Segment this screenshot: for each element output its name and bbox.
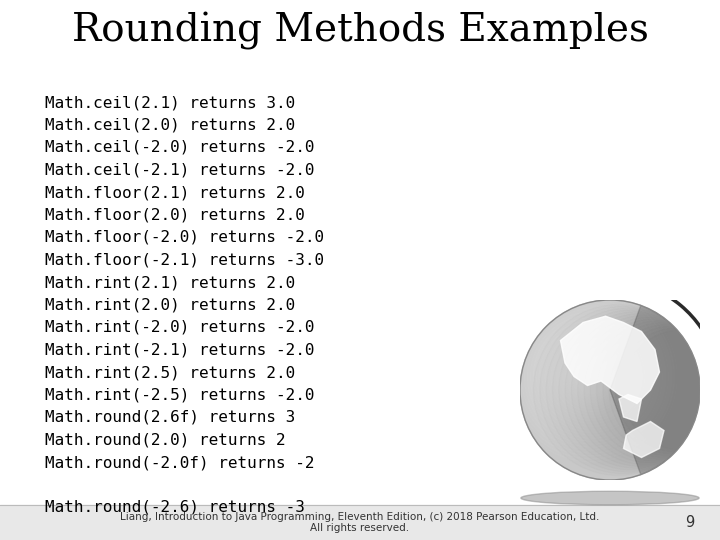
Text: Math.floor(2.1) returns 2.0: Math.floor(2.1) returns 2.0 <box>45 185 305 200</box>
Text: Math.rint(-2.5) returns -2.0: Math.rint(-2.5) returns -2.0 <box>45 388 315 402</box>
Text: 9: 9 <box>685 515 695 530</box>
Text: Liang, Introduction to Java Programming, Eleventh Edition, (c) 2018 Pearson Educ: Liang, Introduction to Java Programming,… <box>120 512 600 534</box>
Text: Math.round(-2.6) returns -3: Math.round(-2.6) returns -3 <box>45 500 305 515</box>
Text: Math.floor(2.0) returns 2.0: Math.floor(2.0) returns 2.0 <box>45 207 305 222</box>
Text: Math.rint(2.0) returns 2.0: Math.rint(2.0) returns 2.0 <box>45 298 295 313</box>
Text: Math.ceil(-2.0) returns -2.0: Math.ceil(-2.0) returns -2.0 <box>45 140 315 155</box>
Bar <box>0 505 720 540</box>
Circle shape <box>520 300 700 480</box>
Text: Math.floor(-2.1) returns -3.0: Math.floor(-2.1) returns -3.0 <box>45 253 324 267</box>
Text: Math.ceil(-2.1) returns -2.0: Math.ceil(-2.1) returns -2.0 <box>45 163 315 178</box>
Ellipse shape <box>521 491 699 505</box>
Text: Math.rint(-2.0) returns -2.0: Math.rint(-2.0) returns -2.0 <box>45 320 315 335</box>
Polygon shape <box>619 395 642 422</box>
Text: Math.rint(2.1) returns 2.0: Math.rint(2.1) returns 2.0 <box>45 275 295 290</box>
Text: Math.round(-2.0f) returns -2: Math.round(-2.0f) returns -2 <box>45 455 315 470</box>
Text: Math.floor(-2.0) returns -2.0: Math.floor(-2.0) returns -2.0 <box>45 230 324 245</box>
Polygon shape <box>560 316 660 403</box>
Text: Math.ceil(2.1) returns 3.0: Math.ceil(2.1) returns 3.0 <box>45 95 295 110</box>
Text: Math.rint(-2.1) returns -2.0: Math.rint(-2.1) returns -2.0 <box>45 342 315 357</box>
Text: Math.round(2.6f) returns 3: Math.round(2.6f) returns 3 <box>45 410 295 425</box>
Polygon shape <box>624 422 664 457</box>
Text: Math.round(2.0) returns 2: Math.round(2.0) returns 2 <box>45 433 286 448</box>
Text: Math.rint(2.5) returns 2.0: Math.rint(2.5) returns 2.0 <box>45 365 295 380</box>
Wedge shape <box>610 306 700 475</box>
Text: Math.ceil(2.0) returns 2.0: Math.ceil(2.0) returns 2.0 <box>45 118 295 132</box>
Text: Rounding Methods Examples: Rounding Methods Examples <box>71 12 649 50</box>
